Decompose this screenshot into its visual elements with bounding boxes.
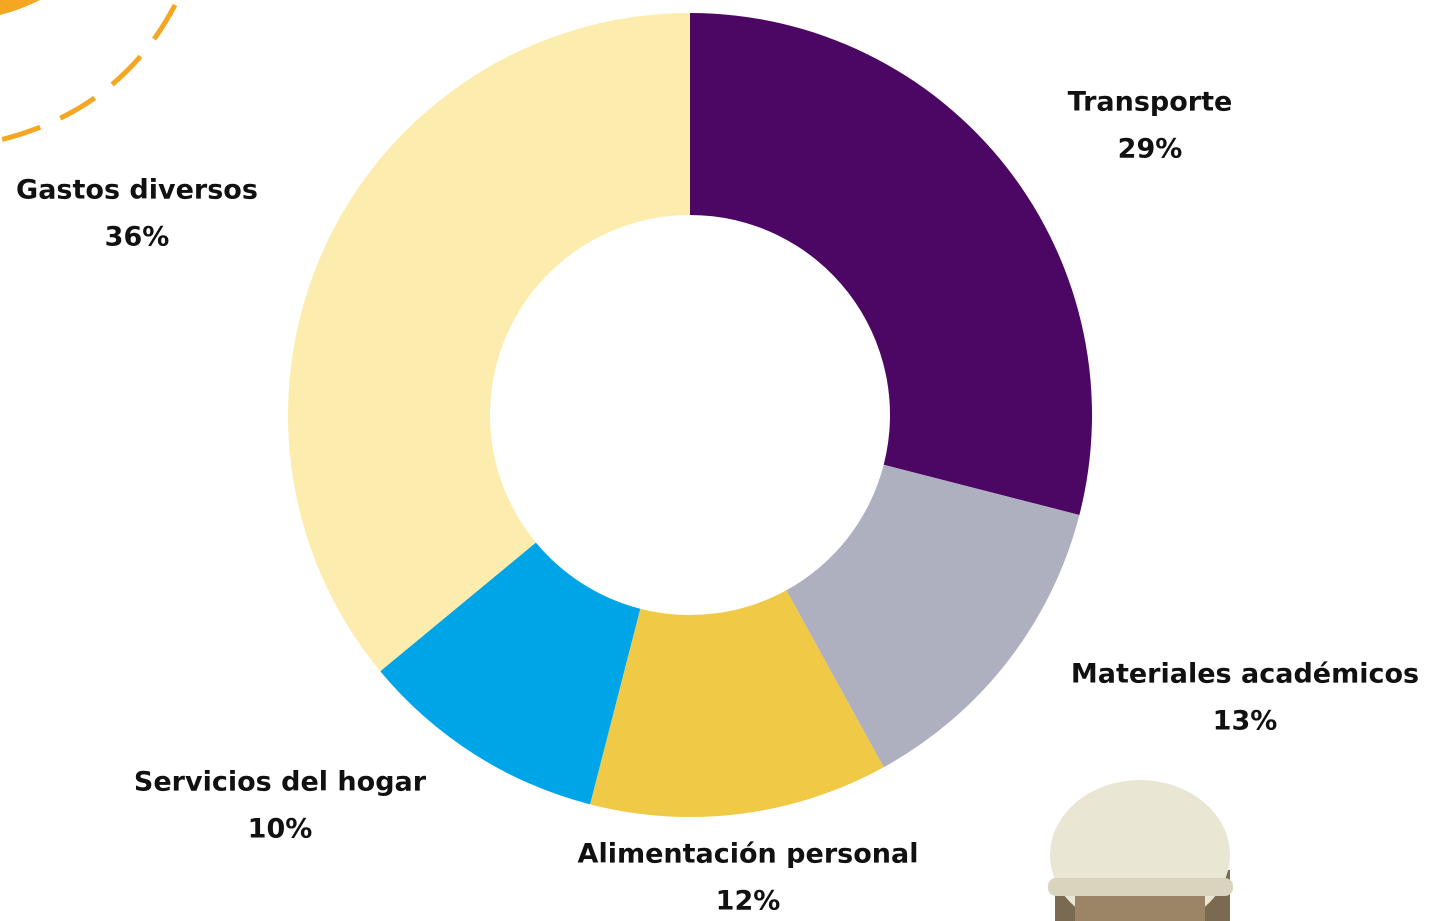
slice-label: Servicios del hogar — [134, 767, 427, 798]
worker-photo — [1048, 780, 1233, 921]
donut-slice — [690, 13, 1093, 515]
donut-slice — [380, 542, 641, 805]
donut-slice — [786, 464, 1080, 768]
slice-value-label: 10% — [248, 814, 313, 845]
slice-label: Gastos diversos — [16, 175, 258, 206]
slice-value-label: 13% — [1213, 706, 1278, 737]
donut-slice — [590, 590, 884, 817]
slice-value-label: 12% — [716, 886, 781, 917]
slice-label: Alimentación personal — [578, 839, 919, 870]
decoration-arc — [0, 3, 178, 143]
decoration — [0, 0, 40, 15]
slice-value-label: 29% — [1118, 134, 1183, 165]
donut-slice — [287, 12, 690, 672]
slice-value-label: 36% — [105, 222, 170, 253]
slice-label: Materiales académicos — [1071, 659, 1419, 690]
slice-label: Transporte — [1068, 87, 1233, 118]
